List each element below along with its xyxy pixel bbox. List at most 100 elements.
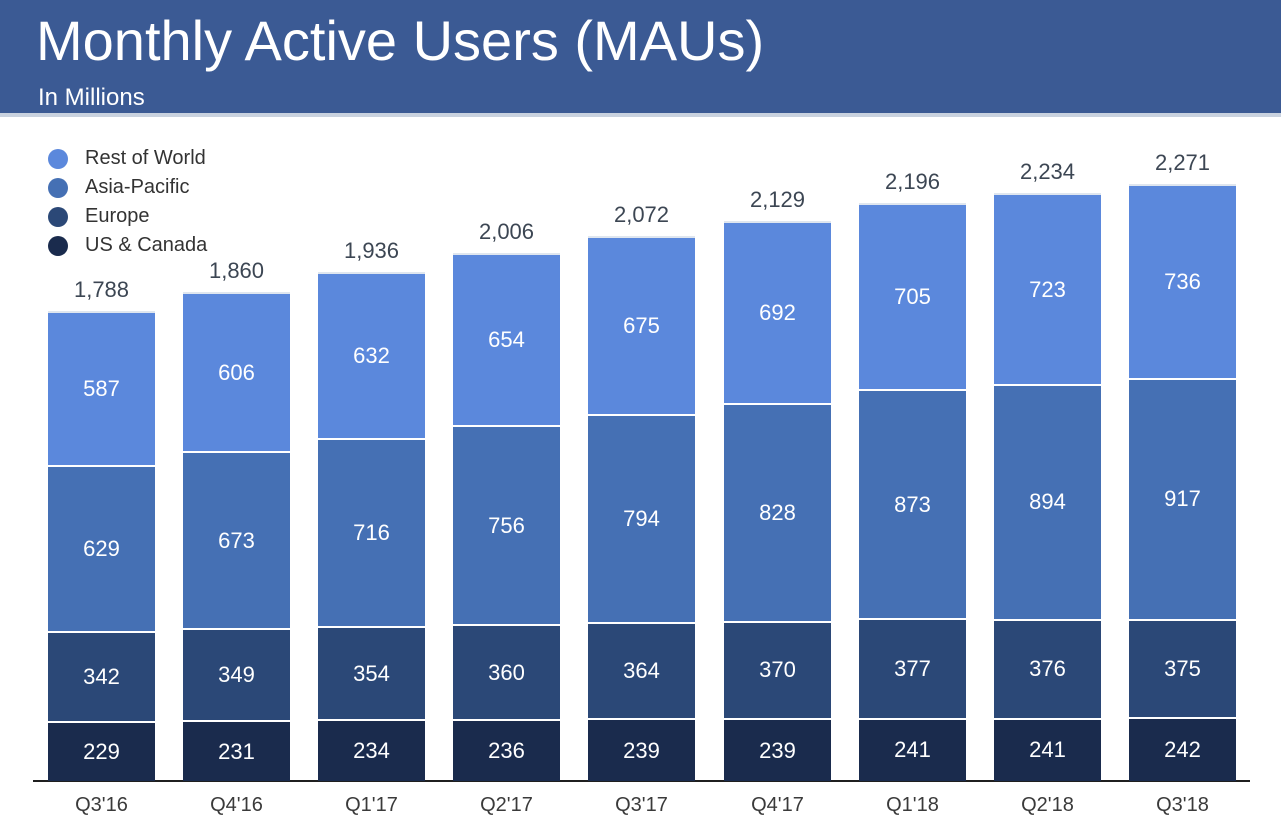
- segment-value-label: 360: [488, 659, 525, 685]
- segment-value-label: 675: [623, 312, 660, 338]
- segment-value-label: 654: [488, 327, 525, 353]
- segment-us-canada-q1-18: 241: [859, 717, 966, 781]
- segment-value-label: 736: [1164, 268, 1201, 294]
- segment-value-label: 349: [218, 662, 255, 688]
- segment-asia-pacific-q1-18: 873: [859, 388, 966, 619]
- legend-item-us-canada: US & Canada: [48, 231, 207, 260]
- segment-value-label: 342: [83, 663, 120, 689]
- bar-total-label-q4-16: 1,860: [208, 258, 265, 284]
- bar-total-label-q2-18: 2,234: [1019, 159, 1076, 185]
- segment-us-canada-q4-16: 231: [183, 720, 290, 781]
- segment-rest-of-world-q4-16: 606: [183, 292, 290, 452]
- segment-value-label: 716: [353, 520, 390, 546]
- bar-total-label-q2-17: 2,006: [478, 219, 535, 245]
- segment-value-label: 917: [1164, 486, 1201, 512]
- segment-europe-q2-17: 360: [453, 624, 560, 719]
- segment-value-label: 229: [83, 738, 120, 764]
- segment-asia-pacific-q3-18: 917: [1129, 377, 1236, 619]
- bar-total-label-q1-18: 2,196: [884, 169, 941, 195]
- segment-asia-pacific-q1-17: 716: [318, 438, 425, 627]
- chart-legend: Rest of World Asia-Pacific Europe US & Cana…: [48, 144, 207, 260]
- segment-value-label: 692: [759, 300, 796, 326]
- segment-value-label: 236: [488, 737, 525, 763]
- segment-value-label: 370: [759, 657, 796, 683]
- segment-value-label: 231: [218, 738, 255, 764]
- x-axis-label-q3-17: Q3'17: [615, 794, 668, 816]
- segment-rest-of-world-q3-17: 675: [588, 236, 695, 414]
- segment-europe-q4-17: 370: [724, 620, 831, 719]
- segment-value-label: 673: [218, 527, 255, 553]
- segment-value-label: 376: [1029, 656, 1066, 682]
- segment-rest-of-world-q2-17: 654: [453, 253, 560, 426]
- bar-total-label-q4-17: 2,129: [749, 187, 806, 213]
- legend-label: Europe: [85, 205, 150, 227]
- segment-value-label: 873: [894, 491, 931, 517]
- segment-asia-pacific-q4-16: 673: [183, 451, 290, 629]
- bar-total-label-q3-18: 2,271: [1154, 149, 1211, 175]
- segment-europe-q3-18: 375: [1129, 618, 1236, 718]
- segment-value-label: 239: [759, 737, 796, 763]
- segment-rest-of-world-q3-16: 587: [48, 311, 155, 466]
- legend-item-asia-pacific: Asia-Pacific: [48, 173, 207, 202]
- legend-item-rest-of-world: Rest of World: [48, 144, 207, 173]
- segment-value-label: 242: [1164, 737, 1201, 763]
- segment-value-label: 234: [353, 738, 390, 764]
- segment-europe-q3-16: 342: [48, 630, 155, 721]
- legend-label: US & Canada: [85, 234, 208, 256]
- segment-value-label: 354: [353, 660, 390, 686]
- segment-value-label: 364: [623, 658, 660, 684]
- segment-europe-q1-17: 354: [318, 626, 425, 720]
- header-banner: Monthly Active Users (MAUs) In Millions: [0, 0, 1281, 117]
- x-axis-label-q2-18: Q2'18: [1021, 794, 1074, 816]
- x-axis-label-q4-16: Q4'16: [210, 794, 263, 816]
- segment-value-label: 375: [1164, 656, 1201, 682]
- segment-rest-of-world-q3-18: 736: [1129, 183, 1236, 378]
- segment-us-canada-q3-18: 242: [1129, 717, 1236, 781]
- segment-rest-of-world-q4-17: 692: [724, 221, 831, 404]
- page-subtitle: In Millions: [38, 84, 145, 111]
- legend-label: Asia-Pacific: [85, 176, 190, 198]
- segment-us-canada-q3-16: 229: [48, 720, 155, 781]
- segment-value-label: 894: [1029, 489, 1066, 515]
- segment-value-label: 828: [759, 499, 796, 525]
- segment-value-label: 239: [623, 737, 660, 763]
- segment-value-label: 241: [894, 737, 931, 763]
- segment-rest-of-world-q1-18: 705: [859, 203, 966, 389]
- segment-europe-q3-17: 364: [588, 622, 695, 719]
- segment-value-label: 377: [894, 656, 931, 682]
- segment-value-label: 629: [83, 536, 120, 562]
- segment-europe-q4-16: 349: [183, 628, 290, 721]
- segment-asia-pacific-q2-18: 894: [994, 383, 1101, 619]
- x-axis-label-q3-16: Q3'16: [75, 794, 128, 816]
- x-axis-line: [33, 780, 1250, 782]
- segment-us-canada-q1-17: 234: [318, 719, 425, 781]
- page-title: Monthly Active Users (MAUs): [36, 9, 765, 72]
- segment-us-canada-q2-18: 241: [994, 717, 1101, 781]
- x-axis-label-q2-17: Q2'17: [480, 794, 533, 816]
- segment-value-label: 606: [218, 359, 255, 385]
- x-axis-label-q1-17: Q1'17: [345, 794, 398, 816]
- segment-value-label: 705: [894, 284, 931, 310]
- segment-europe-q1-18: 377: [859, 618, 966, 718]
- segment-value-label: 241: [1029, 737, 1066, 763]
- x-axis-label-q1-18: Q1'18: [886, 794, 939, 816]
- bar-total-label-q3-17: 2,072: [613, 202, 670, 228]
- segment-rest-of-world-q2-18: 723: [994, 193, 1101, 384]
- x-axis-label-q3-18: Q3'18: [1156, 794, 1209, 816]
- legend-dot-us-canada: [48, 235, 68, 256]
- bar-total-label-q3-16: 1,788: [73, 277, 130, 303]
- bar-total-label-q1-17: 1,936: [343, 237, 400, 263]
- segment-rest-of-world-q1-17: 632: [318, 271, 425, 439]
- segment-europe-q2-18: 376: [994, 618, 1101, 718]
- legend-dot-rest-of-world: [48, 148, 68, 169]
- segment-value-label: 794: [623, 505, 660, 531]
- segment-us-canada-q3-17: 239: [588, 718, 695, 781]
- segment-value-label: 587: [83, 376, 120, 402]
- segment-asia-pacific-q2-17: 756: [453, 425, 560, 625]
- x-axis-label-q4-17: Q4'17: [751, 794, 804, 816]
- segment-us-canada-q2-17: 236: [453, 718, 560, 781]
- segment-asia-pacific-q3-17: 794: [588, 413, 695, 623]
- segment-asia-pacific-q3-16: 629: [48, 465, 155, 631]
